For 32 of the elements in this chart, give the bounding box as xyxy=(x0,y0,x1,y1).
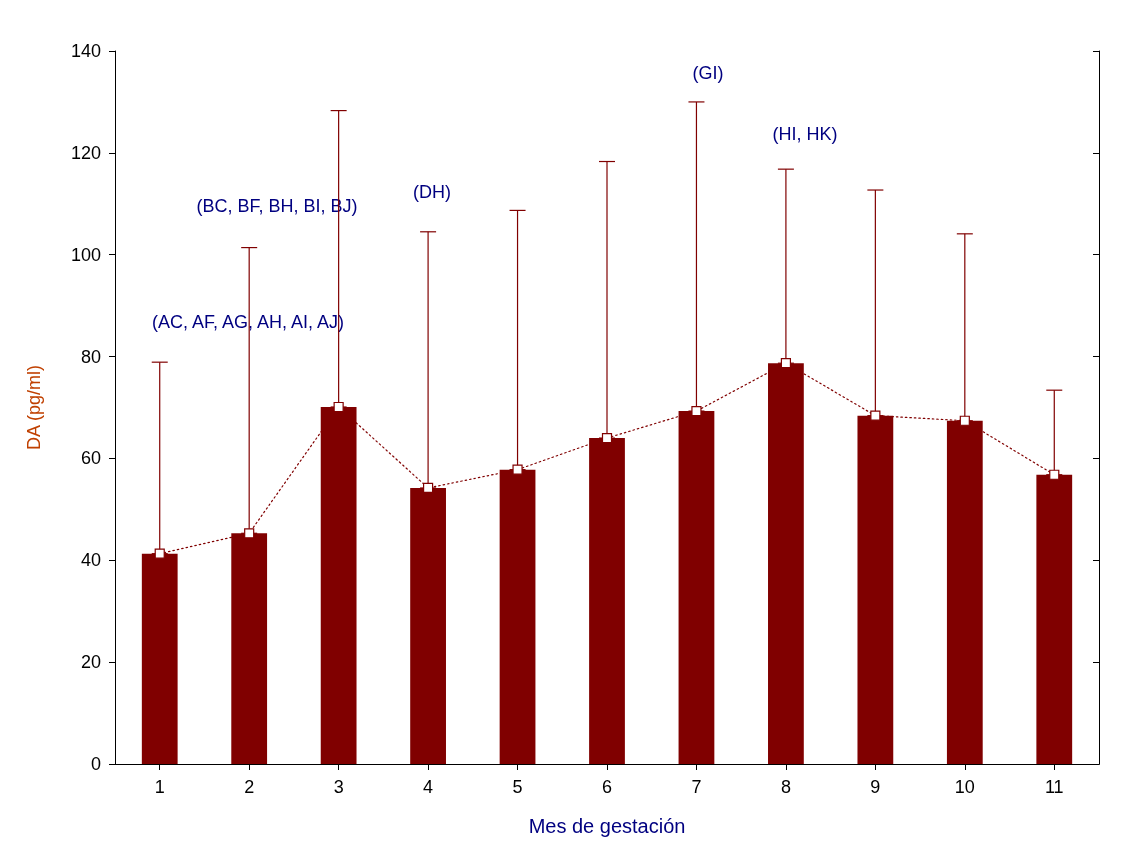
x-tick-label: 3 xyxy=(333,777,344,797)
x-tick-label: 11 xyxy=(1044,777,1064,797)
annotation: (DH) xyxy=(413,182,451,202)
point xyxy=(959,415,970,426)
bar xyxy=(1036,474,1073,764)
x-tick-label: 1 xyxy=(154,777,165,797)
y-tick-label: 0 xyxy=(90,754,101,774)
x-tick-label: 10 xyxy=(954,777,975,797)
x-tick-label: 7 xyxy=(691,777,702,797)
y-tick-label: 60 xyxy=(80,448,101,469)
x-tick-label: 9 xyxy=(870,777,881,797)
x-tick-label: 5 xyxy=(512,777,523,797)
annotation: (HI, HK) xyxy=(772,124,838,144)
y-tick-label: 120 xyxy=(70,142,101,163)
x-tick-label: 4 xyxy=(423,777,434,797)
x-tick-label: 2 xyxy=(244,777,255,797)
y-tick-label: 20 xyxy=(80,652,101,673)
point xyxy=(244,528,255,539)
y-axis-title: DA (pg/ml) xyxy=(24,364,44,451)
y-tick-label: 40 xyxy=(80,550,101,571)
y-tick-label: 80 xyxy=(80,346,101,367)
x-tick-label: 6 xyxy=(601,777,613,797)
x-axis-title: Mes de gestación xyxy=(528,815,686,837)
point xyxy=(154,548,165,559)
x-tick-label: 8 xyxy=(780,777,791,797)
y-tick-label: 100 xyxy=(70,244,101,265)
point xyxy=(512,464,523,475)
y-tick-label: 140 xyxy=(70,41,101,61)
bar xyxy=(410,487,446,764)
annotation: (GI) xyxy=(692,63,724,83)
point xyxy=(1049,469,1060,480)
point xyxy=(870,410,881,421)
